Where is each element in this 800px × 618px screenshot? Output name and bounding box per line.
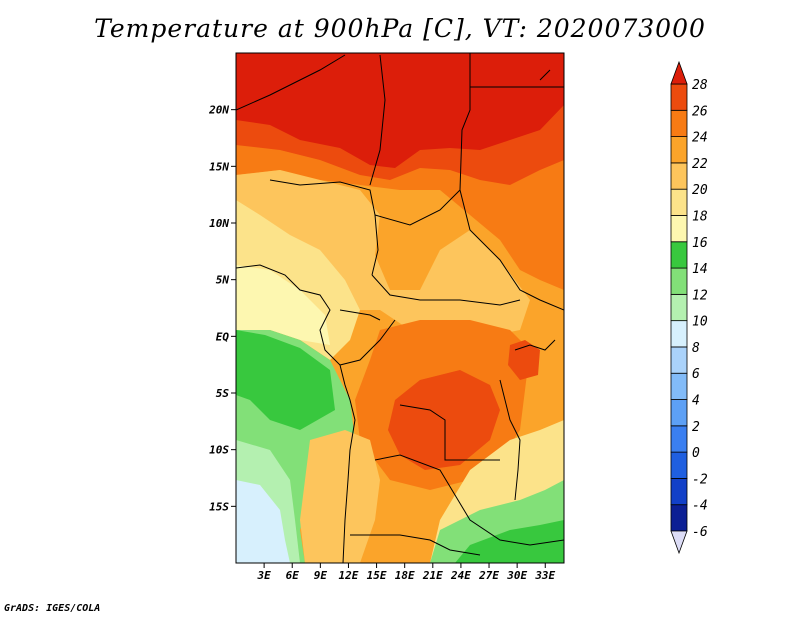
colorbar-label: 10 (692, 315, 708, 330)
map-frame (235, 52, 565, 564)
colorbar-label: -4 (692, 499, 708, 514)
lon-tick-label: 15E (367, 569, 387, 582)
lon-tick-label: 30E (506, 569, 527, 582)
lon-tick-label: 21E (422, 569, 443, 582)
colorbar-label: 22 (692, 157, 708, 172)
colorbar-bin (670, 320, 688, 348)
latitude-axis: 20N 15N 10N 5N EQ 5S 10S 15S (208, 104, 236, 513)
temperature-field (236, 53, 564, 563)
zone-angola-coast (300, 430, 380, 563)
zone-congo-hot (388, 370, 500, 470)
zone-gulf-guinea (236, 265, 330, 345)
lon-tick-label: 33E (534, 569, 555, 582)
colorbar-bin (670, 267, 688, 295)
lon-tick-label: 27E (478, 569, 499, 582)
lat-tick-label: 20N (208, 104, 229, 117)
colorbar-label: 18 (692, 209, 708, 224)
colorbar-label: 14 (692, 262, 708, 277)
colorbar-bin (670, 109, 688, 137)
lon-tick-label: 9E (314, 569, 328, 582)
colorbar-label: 6 (692, 367, 700, 382)
longitude-axis: 3E 6E 9E 12E 15E 18E 21E 24E 27E 30E 33E (256, 563, 556, 582)
colorbar-bin (670, 136, 688, 164)
colorbar-label: 20 (692, 183, 708, 198)
colorbar-label: 0 (692, 446, 700, 461)
colorbar-label: -2 (692, 472, 708, 487)
country-borders (236, 53, 564, 563)
colorbar-label: 8 (692, 341, 700, 356)
colorbar-bin (670, 346, 688, 374)
colorbar-bin (670, 241, 688, 269)
colorbar-bin (670, 293, 688, 322)
colorbar-bin (670, 215, 688, 243)
colorbar-bin (670, 425, 688, 453)
lat-tick-label: 5S (216, 387, 230, 400)
colorbar-above-arrow (670, 60, 688, 85)
zone-benguela (236, 480, 290, 563)
lon-tick-label: 24E (450, 569, 471, 582)
zone-atlantic-warm (236, 330, 335, 430)
lat-tick-label: 15N (209, 160, 229, 173)
lon-tick-label: 6E (286, 569, 300, 582)
colorbar-bin (670, 451, 688, 479)
map-title: Temperature at 900hPa [C], VT: 202007300… (94, 14, 706, 43)
colorbar-label: 4 (692, 394, 700, 409)
colorbar-label: 24 (692, 131, 708, 146)
colorbar-bin (670, 504, 688, 532)
colorbar-bin (670, 83, 688, 111)
lon-tick-label: 3E (256, 569, 271, 582)
colorbar-label: 26 (692, 104, 708, 119)
colorbar-bin (670, 372, 688, 400)
colorbar-label: 2 (692, 420, 700, 435)
lat-tick-label: 10S (209, 444, 229, 457)
colorbar-bin (670, 478, 688, 506)
colorbar-label: 16 (692, 236, 708, 251)
zone-sahara-max (236, 53, 564, 168)
colorbar-label: -6 (692, 525, 708, 540)
colorbar-bin (670, 399, 688, 427)
lat-tick-label: 5N (216, 274, 230, 287)
colorbar-below-arrow (670, 530, 688, 555)
lon-tick-label: 12E (339, 569, 359, 582)
colorbar-label: 28 (692, 78, 708, 93)
lat-tick-label: 10N (209, 217, 229, 230)
colorbar-bin (670, 162, 688, 190)
colorbar-bin (670, 188, 688, 216)
lat-tick-label: 15S (209, 500, 229, 513)
lon-tick-label: 18E (395, 569, 415, 582)
lat-tick-label: EQ (216, 330, 230, 343)
grads-credit: GrADS: IGES/COLA (4, 603, 101, 614)
colorbar-label: 12 (692, 288, 708, 303)
